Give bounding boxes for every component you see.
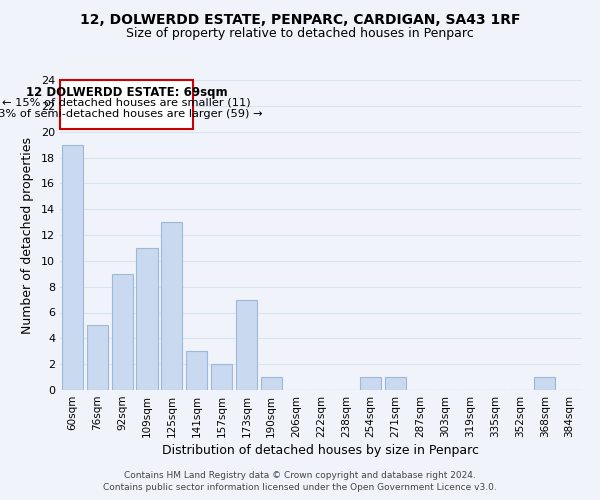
Bar xyxy=(161,222,182,390)
Bar xyxy=(385,377,406,390)
Bar xyxy=(236,300,257,390)
X-axis label: Distribution of detached houses by size in Penparc: Distribution of detached houses by size … xyxy=(163,444,479,457)
Bar xyxy=(261,377,282,390)
Bar xyxy=(62,144,83,390)
Text: 12 DOLWERDD ESTATE: 69sqm: 12 DOLWERDD ESTATE: 69sqm xyxy=(26,86,227,99)
Text: 83% of semi-detached houses are larger (59) →: 83% of semi-detached houses are larger (… xyxy=(0,109,262,119)
Bar xyxy=(534,377,555,390)
Bar xyxy=(87,326,108,390)
Text: Size of property relative to detached houses in Penparc: Size of property relative to detached ho… xyxy=(126,28,474,40)
Text: ← 15% of detached houses are smaller (11): ← 15% of detached houses are smaller (11… xyxy=(2,98,251,108)
Bar xyxy=(360,377,381,390)
FancyBboxPatch shape xyxy=(61,80,193,129)
Bar xyxy=(112,274,133,390)
Text: 12, DOLWERDD ESTATE, PENPARC, CARDIGAN, SA43 1RF: 12, DOLWERDD ESTATE, PENPARC, CARDIGAN, … xyxy=(80,12,520,26)
Bar xyxy=(211,364,232,390)
Bar xyxy=(136,248,158,390)
Y-axis label: Number of detached properties: Number of detached properties xyxy=(21,136,34,334)
Text: Contains HM Land Registry data © Crown copyright and database right 2024.: Contains HM Land Registry data © Crown c… xyxy=(124,471,476,480)
Bar xyxy=(186,351,207,390)
Text: Contains public sector information licensed under the Open Government Licence v3: Contains public sector information licen… xyxy=(103,484,497,492)
